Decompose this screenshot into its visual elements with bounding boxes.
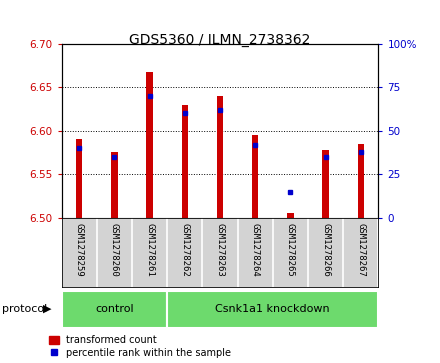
Bar [147, 72, 153, 218]
Text: GSM1278267: GSM1278267 [356, 223, 365, 277]
Bar [111, 152, 117, 218]
Bar [217, 96, 223, 218]
Text: Csnk1a1 knockdown: Csnk1a1 knockdown [216, 303, 330, 314]
Legend: transformed count, percentile rank within the sample: transformed count, percentile rank withi… [49, 335, 231, 358]
Bar [287, 213, 293, 218]
Text: GSM1278263: GSM1278263 [216, 223, 224, 277]
Text: GSM1278266: GSM1278266 [321, 223, 330, 277]
Bar [252, 135, 258, 218]
Text: GSM1278265: GSM1278265 [286, 223, 295, 277]
Text: GDS5360 / ILMN_2738362: GDS5360 / ILMN_2738362 [129, 33, 311, 47]
Bar [323, 150, 329, 218]
Text: GSM1278264: GSM1278264 [251, 223, 260, 277]
Bar [62, 291, 167, 328]
Text: GSM1278259: GSM1278259 [75, 223, 84, 277]
Bar [182, 105, 188, 218]
Bar [167, 291, 378, 328]
Bar [358, 144, 364, 218]
Text: GSM1278262: GSM1278262 [180, 223, 189, 277]
Text: GSM1278260: GSM1278260 [110, 223, 119, 277]
Text: control: control [95, 303, 134, 314]
Text: ▶: ▶ [43, 303, 51, 314]
Bar [76, 139, 82, 218]
Text: GSM1278261: GSM1278261 [145, 223, 154, 277]
Text: protocol: protocol [2, 303, 48, 314]
